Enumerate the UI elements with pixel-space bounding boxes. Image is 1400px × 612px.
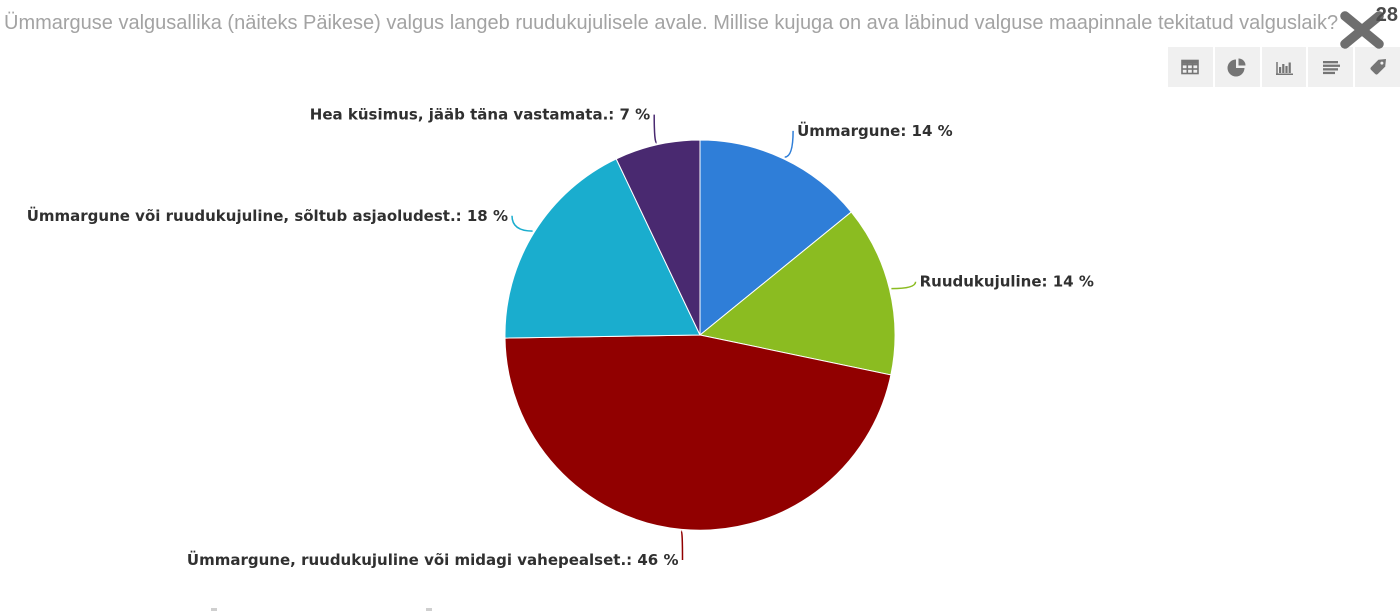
pie-label-connector-4 (511, 215, 533, 232)
clipped-text-fragment (211, 608, 217, 611)
pie-chart-view-button[interactable] (1214, 47, 1260, 87)
column-chart-icon (1275, 62, 1293, 75)
pie-label-4: Ümmargune või ruudukujuline, sõltub asja… (27, 206, 508, 225)
pie-slice-2[interactable] (698, 211, 896, 376)
pie-label-connector-2 (891, 281, 917, 290)
table-icon (1181, 59, 1200, 75)
rows-icon (1322, 61, 1340, 75)
question-number: 28 (1375, 4, 1398, 26)
pie-label-5: Hea küsimus, jääb täna vastamata.: 7 % (310, 106, 650, 124)
pie-slice-1[interactable] (699, 139, 853, 337)
column-chart-view-button[interactable] (1261, 47, 1307, 87)
pie-chart-icon (1227, 58, 1246, 77)
close-button[interactable] (1338, 10, 1386, 50)
pie-label-3: Ümmargune, ruudukujuline või midagi vahe… (187, 550, 679, 569)
pie-slice-3[interactable] (504, 334, 892, 531)
pie-label-connector-5 (653, 114, 658, 144)
pie-label-2: Ruudukujuline: 14 % (920, 273, 1094, 291)
tag-icon (1370, 59, 1386, 75)
pie-slice-4[interactable] (504, 158, 701, 339)
tag-view-button[interactable] (1355, 47, 1400, 87)
pie-label-connector-1 (784, 130, 794, 158)
pie-label-connector-3 (680, 530, 684, 561)
view-toolbar (1168, 47, 1400, 87)
pie-label-1: Ümmargune: 14 % (797, 121, 953, 140)
question-title: Ümmarguse valgusallika (näiteks Päikese)… (4, 12, 1339, 34)
clipped-text-fragment (426, 608, 432, 611)
rows-view-button[interactable] (1308, 47, 1354, 87)
pie-slice-5[interactable] (615, 139, 701, 336)
close-icon (1340, 11, 1384, 49)
table-view-button[interactable] (1168, 47, 1213, 87)
